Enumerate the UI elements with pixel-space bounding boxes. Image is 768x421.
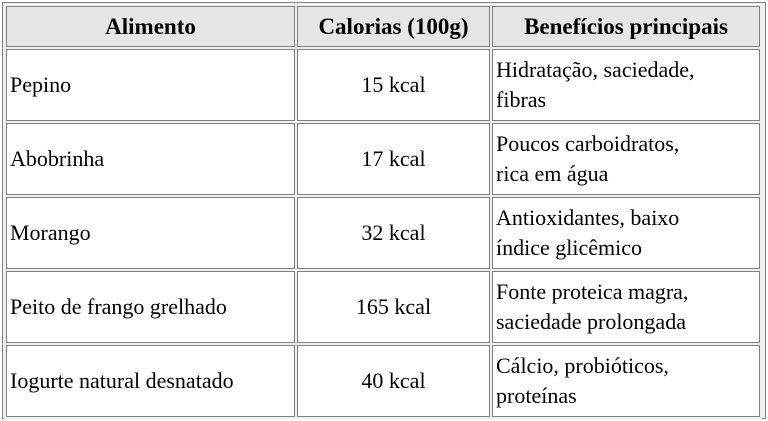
food-cell: Abobrinha [6, 123, 295, 195]
benefits-cell: Cálcio, probióticos, proteínas [492, 345, 760, 417]
header-food: Alimento [6, 6, 295, 47]
food-cell: Morango [6, 197, 295, 269]
food-cell: Pepino [6, 49, 295, 121]
header-row: Alimento Calorias (100g) Benefícios prin… [6, 6, 760, 47]
calories-cell: 15 kcal [297, 49, 490, 121]
benefits-line: Cálcio, probióticos, [496, 353, 669, 378]
benefits-cell: Antioxidantes, baixo índice glicêmico [492, 197, 760, 269]
benefits-cell: Hidratação, saciedade, fibras [492, 49, 760, 121]
benefits-line: Fonte proteica magra, [496, 279, 689, 304]
benefits-line: índice glicêmico [496, 235, 642, 260]
benefits-line: Poucos carboidratos, [496, 131, 680, 156]
header-calories: Calorias (100g) [297, 6, 490, 47]
benefits-line: fibras [496, 87, 547, 112]
food-cell: Iogurte natural desnatado [6, 345, 295, 417]
benefits-line: Antioxidantes, baixo [496, 205, 680, 230]
food-calories-table: Alimento Calorias (100g) Benefícios prin… [4, 4, 762, 419]
header-benefits: Benefícios principais [492, 6, 760, 47]
table-row: Peito de frango grelhado 165 kcal Fonte … [6, 271, 760, 343]
benefits-line: saciedade prolongada [496, 309, 686, 334]
benefits-line: proteínas [496, 383, 577, 408]
table-row: Morango 32 kcal Antioxidantes, baixo índ… [6, 197, 760, 269]
calories-cell: 40 kcal [297, 345, 490, 417]
calories-cell: 32 kcal [297, 197, 490, 269]
table-row: Iogurte natural desnatado 40 kcal Cálcio… [6, 345, 760, 417]
benefits-cell: Fonte proteica magra, saciedade prolonga… [492, 271, 760, 343]
benefits-line: Hidratação, saciedade, [496, 57, 695, 82]
table-row: Pepino 15 kcal Hidratação, saciedade, fi… [6, 49, 760, 121]
calories-cell: 17 kcal [297, 123, 490, 195]
food-cell: Peito de frango grelhado [6, 271, 295, 343]
benefits-line: rica em água [496, 161, 609, 186]
benefits-cell: Poucos carboidratos, rica em água [492, 123, 760, 195]
calories-cell: 165 kcal [297, 271, 490, 343]
table-row: Abobrinha 17 kcal Poucos carboidratos, r… [6, 123, 760, 195]
